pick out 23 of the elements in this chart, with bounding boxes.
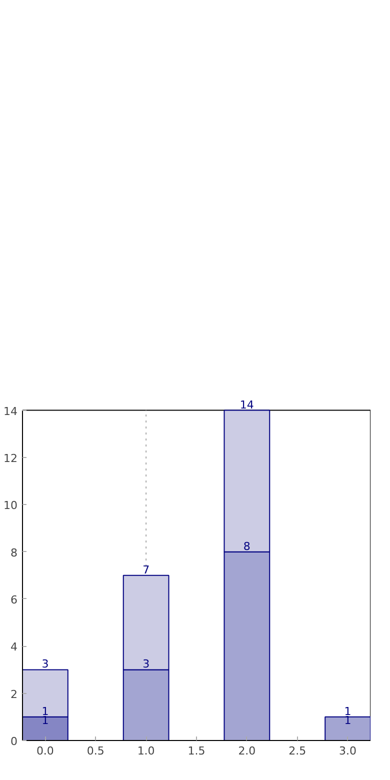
x-tick-label: 3.0: [339, 744, 357, 758]
data-label: 1: [42, 704, 49, 718]
y-tick-label: 14: [4, 404, 18, 418]
total-label: 3: [42, 658, 49, 671]
y-tick-label: 6: [10, 593, 18, 606]
y-tick-label: 10: [4, 499, 18, 512]
y-tick-label: 0: [10, 735, 18, 748]
x-tick-label: 2.5: [288, 744, 306, 758]
x-tick-label: 0.0: [36, 744, 54, 758]
data-label: 3: [142, 658, 150, 671]
data-label: 8: [243, 540, 250, 553]
x-tick-label: 2.0: [238, 744, 256, 758]
y-tick-label: 12: [4, 452, 18, 465]
x-tick-label: 1.0: [137, 744, 155, 758]
total-label: 14: [240, 398, 254, 412]
total-label: 7: [142, 563, 150, 576]
total-label: 1: [344, 704, 352, 718]
x-tick-label: 0.5: [86, 744, 104, 758]
y-tick-label: 4: [10, 640, 18, 654]
y-tick-label: 2: [10, 688, 18, 701]
y-tick-label: 8: [10, 546, 18, 560]
bar: [324, 716, 370, 740]
x-tick-label: 1.5: [188, 744, 206, 758]
